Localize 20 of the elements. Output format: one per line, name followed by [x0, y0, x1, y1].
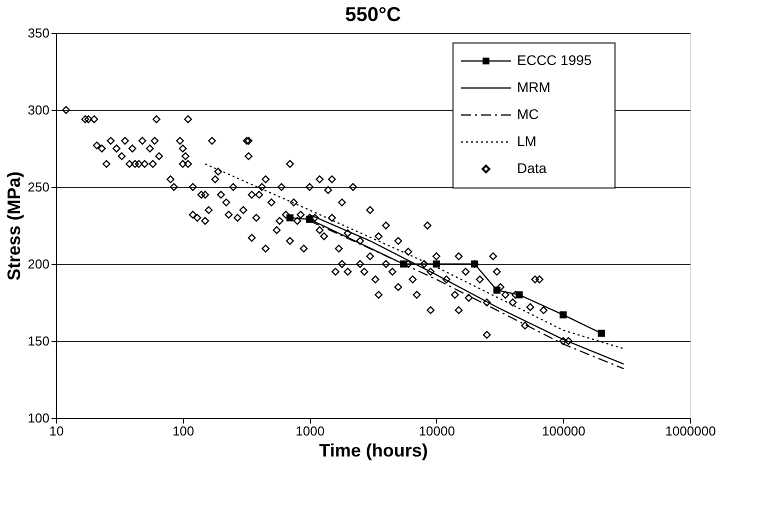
x-tick-label: 100000: [542, 424, 586, 438]
legend-label: LM: [517, 133, 536, 149]
y-tick-label: 300: [28, 102, 50, 118]
x-tick-label: 1000000: [665, 424, 716, 438]
legend-label: MC: [517, 106, 539, 122]
legend-label: MRM: [517, 79, 550, 95]
legend-label: Data: [517, 160, 547, 176]
x-tick-label: 10: [49, 424, 64, 438]
x-tick-label: 100: [172, 424, 194, 438]
y-tick-label: 200: [28, 256, 50, 272]
y-tick-label: 250: [28, 180, 50, 194]
y-axis-title: Stress (MPa): [4, 171, 24, 281]
y-tick-label: 150: [28, 334, 50, 348]
x-axis-title: Time (hours): [319, 440, 428, 460]
legend-label: ECCC 1995: [517, 52, 592, 68]
y-tick-label: 350: [28, 26, 50, 40]
y-tick-label: 100: [28, 410, 50, 426]
x-tick-label: 1000: [296, 424, 325, 438]
x-tick-label: 10000: [418, 424, 455, 438]
chart-title: 550°C: [345, 4, 401, 26]
